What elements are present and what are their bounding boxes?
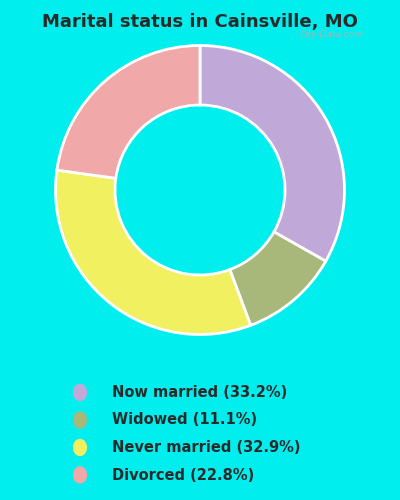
Wedge shape (57, 46, 200, 178)
Wedge shape (230, 232, 326, 326)
Text: Marital status in Cainsville, MO: Marital status in Cainsville, MO (42, 12, 358, 30)
Text: City-Data.com: City-Data.com (299, 30, 363, 39)
Text: Divorced (22.8%): Divorced (22.8%) (112, 468, 254, 482)
Text: Now married (33.2%): Now married (33.2%) (112, 385, 287, 400)
Text: Widowed (11.1%): Widowed (11.1%) (112, 412, 257, 428)
Wedge shape (200, 46, 344, 261)
Text: Never married (32.9%): Never married (32.9%) (112, 440, 300, 455)
Wedge shape (56, 170, 251, 334)
